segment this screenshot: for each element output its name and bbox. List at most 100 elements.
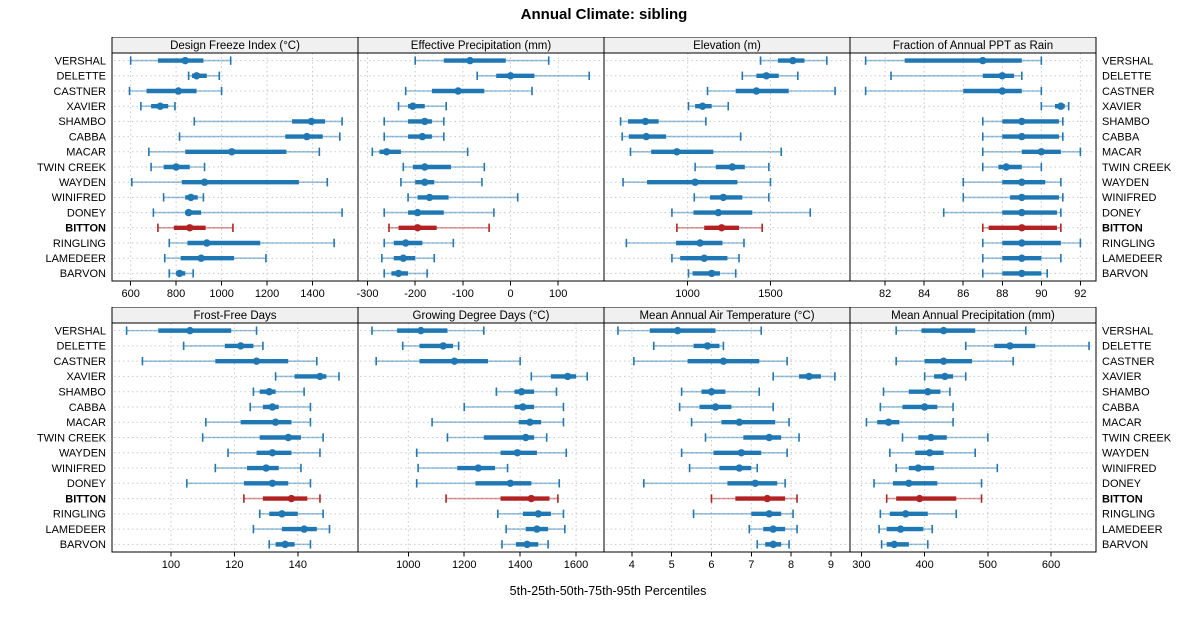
percentile-series bbox=[687, 269, 737, 278]
station-label-right: RINGLING bbox=[1102, 509, 1155, 521]
station-label-left: BITTON bbox=[65, 223, 106, 235]
median-dot bbox=[439, 342, 447, 350]
axis-tick-label: 1400 bbox=[508, 559, 532, 571]
station-label-left: DONEY bbox=[67, 207, 107, 219]
percentile-series bbox=[879, 402, 954, 412]
axis-tick-label: 0 bbox=[507, 288, 513, 300]
percentile-series bbox=[680, 387, 761, 396]
median-dot bbox=[287, 494, 296, 503]
station-label-left: XAVIER bbox=[66, 371, 106, 383]
percentile-series bbox=[756, 540, 790, 549]
percentile-series bbox=[890, 71, 1023, 80]
median-dot bbox=[281, 540, 289, 549]
percentile-series bbox=[214, 463, 302, 473]
median-dot bbox=[905, 479, 913, 487]
station-label-left: SHAMBO bbox=[58, 387, 106, 399]
median-dot bbox=[765, 433, 773, 442]
median-dot bbox=[762, 72, 771, 80]
percentile-series bbox=[706, 86, 836, 96]
median-dot bbox=[284, 433, 292, 442]
axis-tick-label: 7 bbox=[748, 559, 754, 571]
percentile-series bbox=[901, 433, 989, 442]
station-label-left: VERSHAL bbox=[55, 55, 106, 67]
axis-tick-label: 1500 bbox=[758, 288, 782, 300]
axis-tick-label: 88 bbox=[996, 288, 1008, 300]
percentile-series bbox=[152, 208, 343, 217]
percentile-series bbox=[150, 162, 206, 172]
median-dot bbox=[522, 433, 530, 442]
percentile-series bbox=[243, 494, 321, 503]
median-dot bbox=[901, 510, 910, 518]
station-label-right: WAYDEN bbox=[1102, 177, 1149, 189]
axis-tick-label: 9 bbox=[828, 559, 834, 571]
axis-tick-label: 6 bbox=[708, 559, 714, 571]
median-dot bbox=[454, 87, 462, 95]
percentile-series bbox=[759, 56, 828, 65]
station-label-left: CABBA bbox=[69, 402, 107, 414]
median-dot bbox=[300, 525, 308, 533]
station-label-left: XAVIER bbox=[66, 101, 106, 113]
station-label-right: MACAR bbox=[1102, 417, 1142, 429]
median-dot bbox=[382, 148, 391, 156]
median-dot bbox=[200, 178, 209, 186]
median-dot bbox=[1018, 224, 1026, 232]
percentile-series bbox=[652, 341, 725, 351]
station-label-right: CASTNER bbox=[1102, 86, 1155, 98]
median-dot bbox=[425, 193, 434, 202]
percentile-series bbox=[163, 254, 267, 263]
percentile-series bbox=[962, 193, 1064, 202]
percentile-series bbox=[942, 208, 1062, 217]
percentile-series bbox=[268, 540, 312, 549]
percentile-series bbox=[162, 193, 205, 202]
percentile-series bbox=[252, 524, 331, 534]
median-dot bbox=[262, 464, 270, 472]
percentile-series bbox=[621, 132, 742, 141]
axis-tick-label: 8 bbox=[788, 559, 794, 571]
axis-tick-label: 100 bbox=[549, 288, 567, 300]
axis-tick-label: 4 bbox=[629, 559, 635, 571]
axis-tick-label: 1400 bbox=[300, 288, 324, 300]
axis-tick-label: -200 bbox=[404, 288, 426, 300]
percentile-series bbox=[629, 147, 783, 156]
percentile-series bbox=[201, 433, 324, 442]
percentile-series bbox=[249, 402, 312, 412]
median-dot bbox=[268, 479, 277, 487]
percentile-series bbox=[495, 387, 558, 396]
median-dot bbox=[413, 224, 422, 232]
station-label-right: SHAMBO bbox=[1102, 387, 1150, 399]
axis-tick-label: 1200 bbox=[255, 288, 279, 300]
station-label-right: WAYDEN bbox=[1102, 448, 1149, 460]
percentile-series bbox=[964, 341, 1090, 351]
station-label-left: CASTNER bbox=[53, 356, 106, 368]
median-dot bbox=[920, 403, 929, 411]
percentile-series bbox=[981, 117, 1064, 126]
median-dot bbox=[316, 372, 324, 381]
station-label-right: CASTNER bbox=[1102, 356, 1155, 368]
percentile-series bbox=[371, 147, 469, 156]
panel-title: Fraction of Annual PPT as Rain bbox=[893, 40, 1053, 52]
median-dot bbox=[268, 403, 277, 411]
station-label-left: DELETTE bbox=[56, 71, 106, 83]
percentile-series bbox=[182, 341, 264, 351]
median-dot bbox=[450, 357, 459, 365]
percentile-series bbox=[205, 418, 312, 427]
median-dot bbox=[890, 540, 898, 549]
percentile-series bbox=[383, 208, 495, 217]
station-label-left: DONEY bbox=[67, 478, 107, 490]
panel-border bbox=[849, 52, 1097, 282]
median-dot bbox=[186, 326, 194, 335]
percentile-series bbox=[148, 147, 321, 156]
percentile-series bbox=[889, 448, 977, 457]
percentile-series bbox=[981, 238, 1082, 248]
percentile-series bbox=[227, 448, 321, 457]
percentile-series bbox=[383, 132, 445, 141]
percentile-series bbox=[865, 418, 954, 427]
median-dot bbox=[278, 510, 286, 518]
station-label-right: LAMEDEER bbox=[1102, 253, 1163, 265]
percentile-series bbox=[431, 418, 565, 427]
axis-tick-label: 100 bbox=[162, 559, 180, 571]
median-dot bbox=[268, 449, 277, 457]
percentile-series bbox=[415, 448, 568, 457]
percentile-series bbox=[710, 494, 798, 503]
